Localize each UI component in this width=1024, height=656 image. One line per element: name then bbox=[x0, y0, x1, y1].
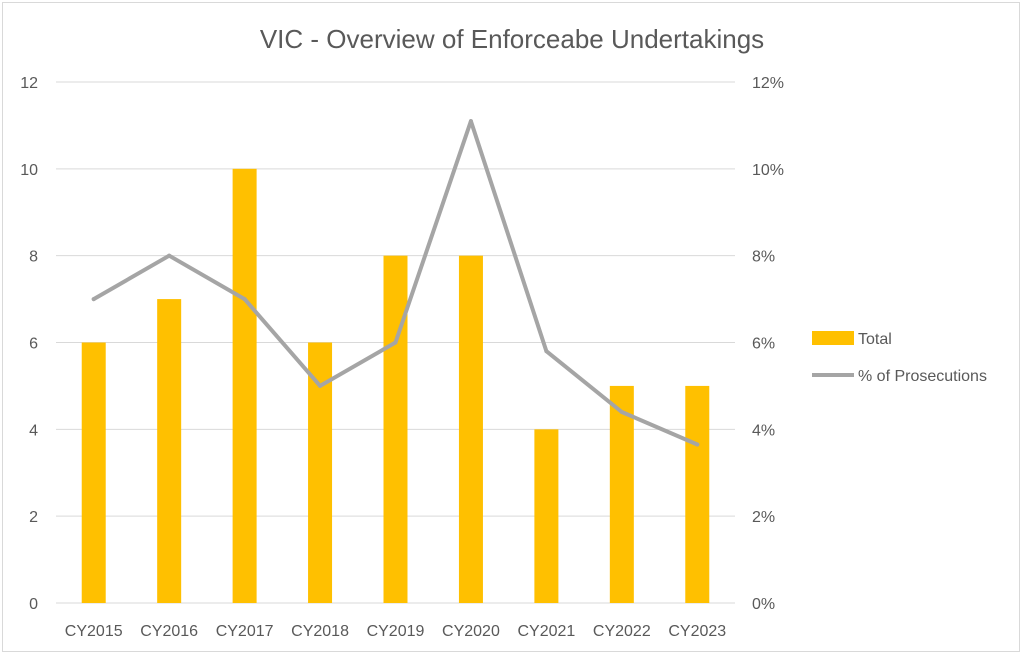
chart-title: VIC - Overview of Enforceabe Undertaking… bbox=[260, 24, 764, 54]
x-tick-label: CY2016 bbox=[140, 623, 198, 640]
left-axis: 0 2 4 6 8 10 12 bbox=[20, 75, 38, 613]
x-axis: CY2015 CY2016 CY2017 CY2018 CY2019 CY2020 CY20… bbox=[65, 623, 726, 640]
point-cy2015 bbox=[91, 297, 96, 302]
right-tick-label: 2% bbox=[752, 509, 775, 526]
x-tick-label: CY2022 bbox=[593, 623, 651, 640]
left-tick-label: 6 bbox=[29, 336, 38, 353]
point-cy2023 bbox=[695, 442, 700, 447]
bar-cy2017 bbox=[232, 168, 257, 604]
point-cy2020 bbox=[468, 119, 473, 124]
right-tick-label: 6% bbox=[752, 336, 775, 353]
x-tick-label: CY2023 bbox=[668, 623, 726, 640]
left-tick-label: 2 bbox=[29, 509, 38, 526]
bar-cy2023 bbox=[685, 385, 710, 603]
x-tick-label: CY2020 bbox=[442, 623, 500, 640]
bar-cy2019 bbox=[383, 255, 408, 603]
bar-cy2020 bbox=[458, 255, 483, 603]
left-tick-label: 12 bbox=[20, 75, 38, 92]
legend-label-total: Total bbox=[858, 331, 892, 348]
x-tick-label: CY2015 bbox=[65, 623, 123, 640]
x-tick-label: CY2017 bbox=[216, 623, 274, 640]
right-tick-label: 8% bbox=[752, 249, 775, 266]
x-tick-label: CY2018 bbox=[291, 623, 349, 640]
right-tick-label: 0% bbox=[752, 596, 775, 613]
bar-cy2021 bbox=[534, 429, 559, 603]
left-tick-label: 4 bbox=[29, 422, 38, 439]
left-tick-label: 0 bbox=[29, 596, 38, 613]
right-tick-label: 4% bbox=[752, 422, 775, 439]
bar-cy2016 bbox=[157, 299, 182, 603]
legend-swatch-total bbox=[812, 331, 854, 345]
point-cy2022 bbox=[619, 409, 624, 414]
left-tick-label: 10 bbox=[20, 162, 38, 179]
point-cy2018 bbox=[318, 383, 323, 388]
bar-series bbox=[81, 168, 710, 604]
left-tick-label: 8 bbox=[29, 249, 38, 266]
point-cy2016 bbox=[167, 253, 172, 258]
point-cy2017 bbox=[242, 297, 247, 302]
bar-cy2015 bbox=[81, 342, 106, 603]
point-cy2021 bbox=[544, 349, 549, 354]
line-series bbox=[91, 119, 700, 447]
right-axis: 0% 2% 4% 6% 8% 10% 12% bbox=[752, 75, 784, 613]
legend: Total % of Prosecutions bbox=[812, 331, 987, 385]
right-tick-label: 12% bbox=[752, 75, 784, 92]
point-cy2019 bbox=[393, 340, 398, 345]
x-tick-label: CY2019 bbox=[367, 623, 425, 640]
bar-cy2022 bbox=[609, 385, 634, 603]
right-tick-label: 10% bbox=[752, 162, 784, 179]
legend-label-prosecutions: % of Prosecutions bbox=[858, 368, 987, 385]
x-tick-label: CY2021 bbox=[517, 623, 575, 640]
